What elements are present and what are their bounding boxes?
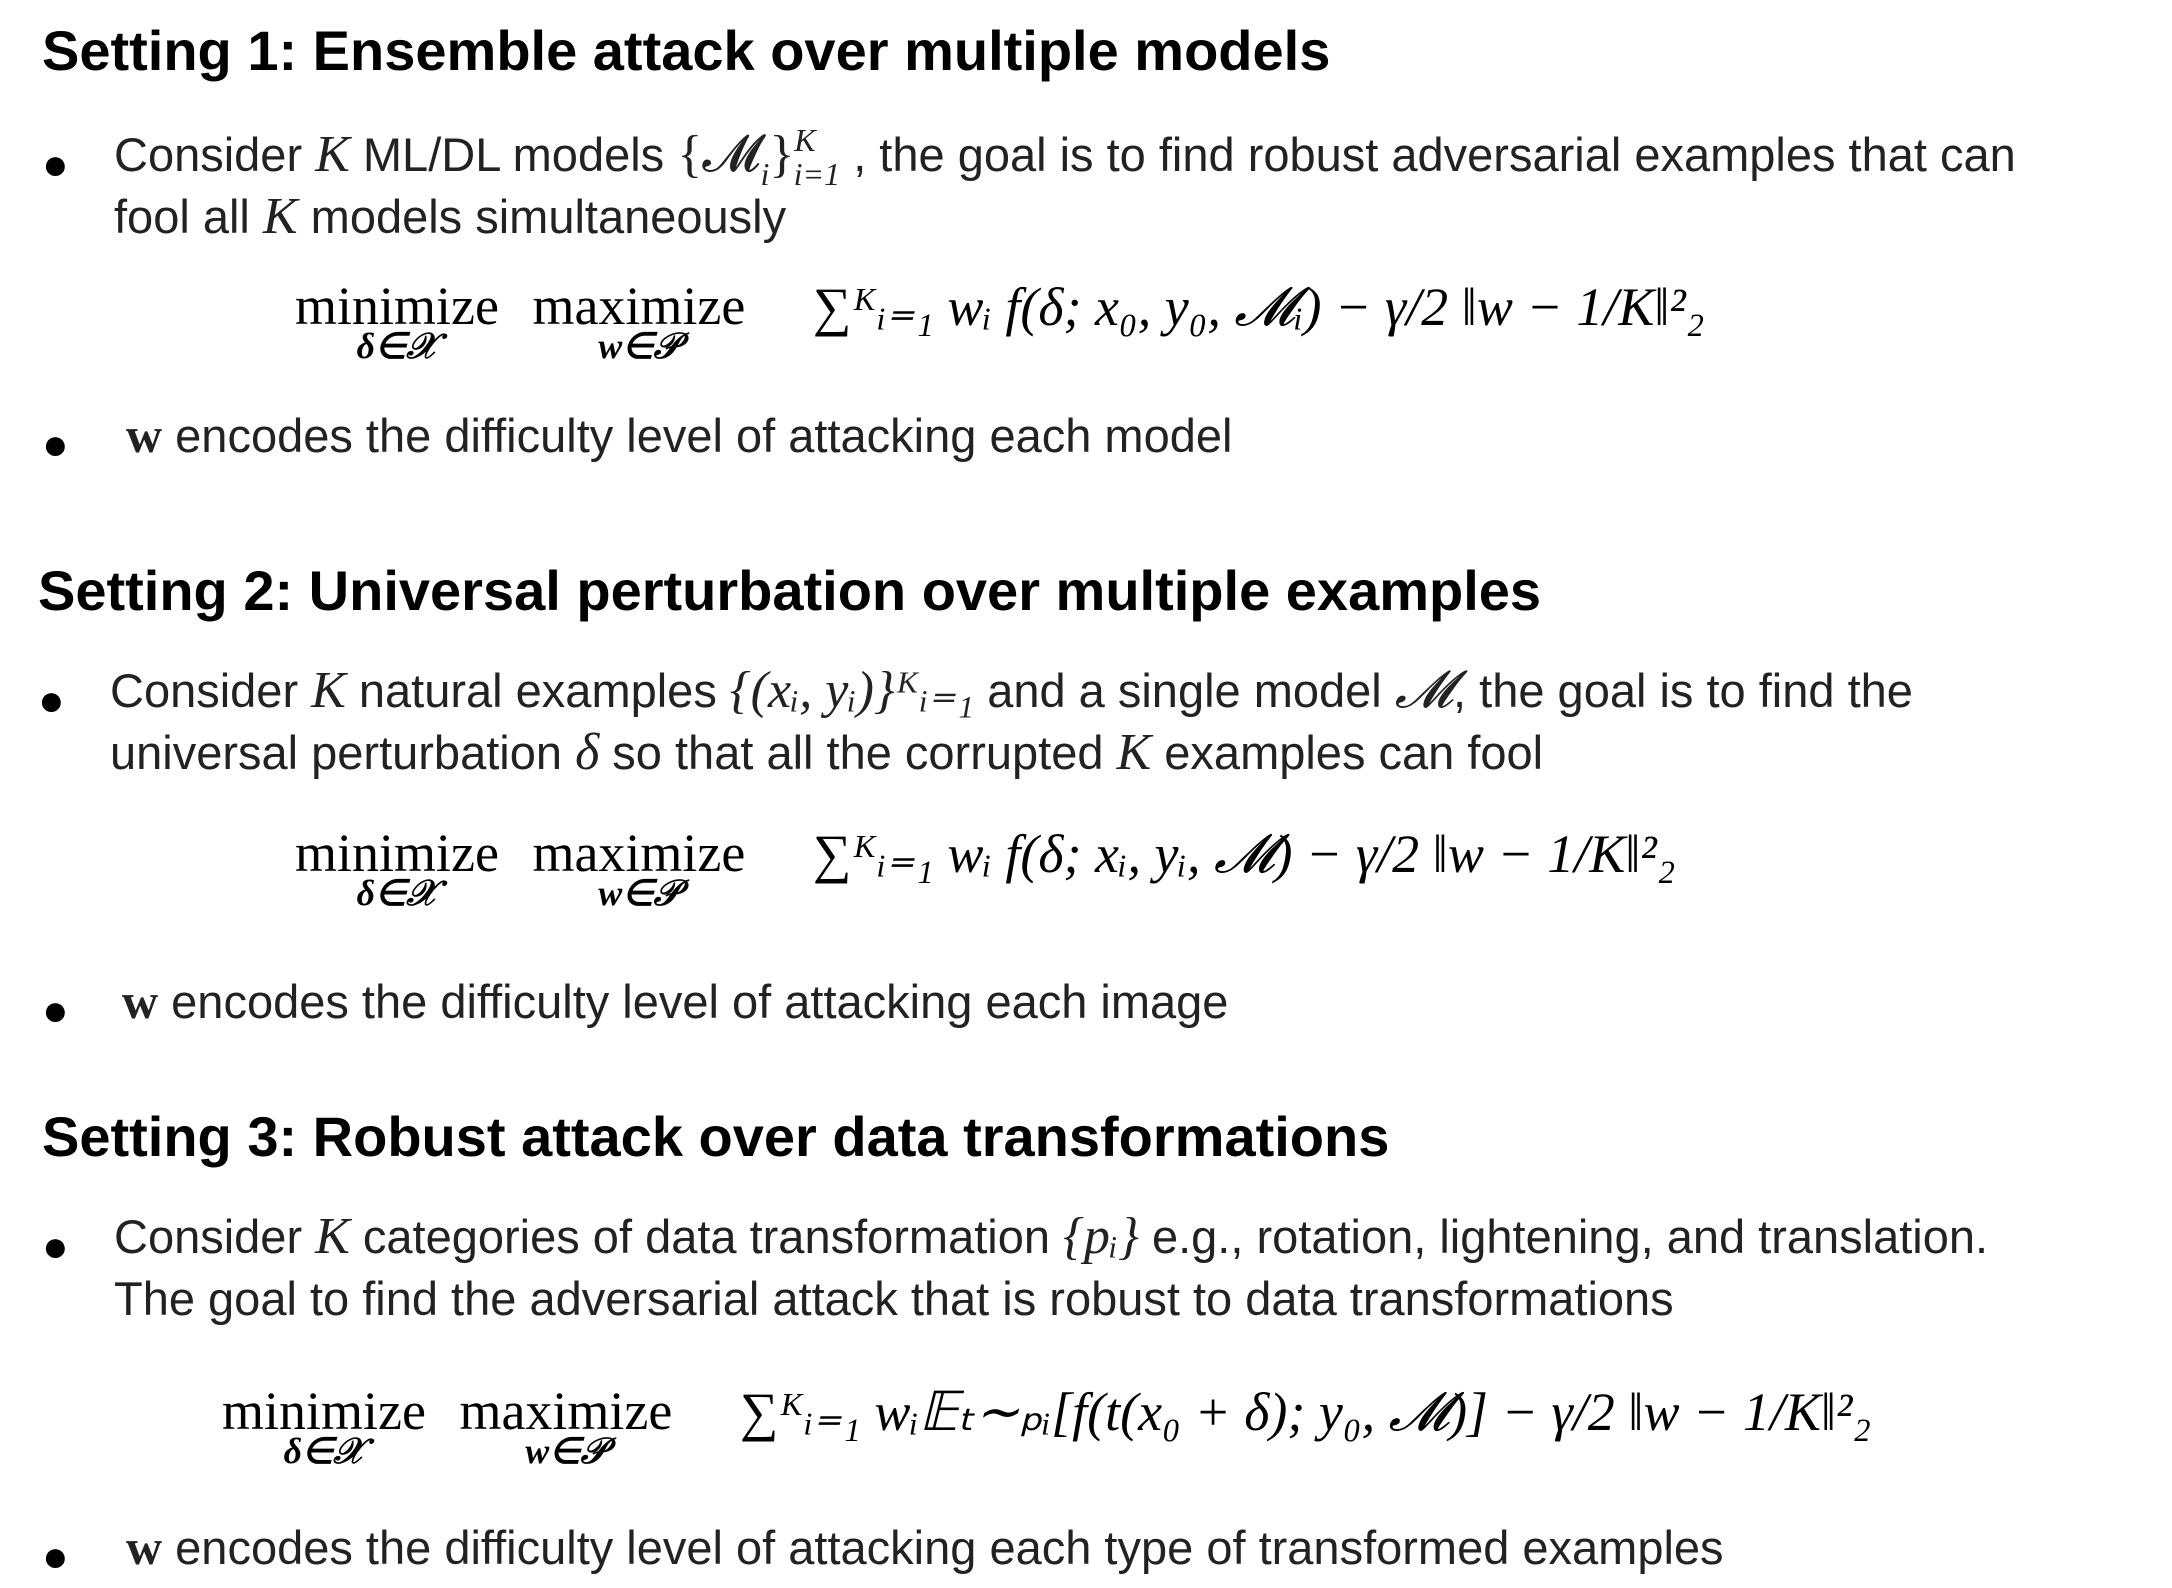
setting-1-bullet-2: ● w encodes the difficulty level of atta… — [42, 404, 2162, 470]
setting-2-objective: minimize δ∈𝒳 maximize w∈𝒫 ∑ᴷᵢ₌₁ wᵢ f(δ; xᵢ… — [295, 822, 1675, 915]
objective-expression: ∑ᴷᵢ₌₁ wᵢ f(δ; x₀, y₀, 𝓜ᵢ) − γ/2 ‖w − 1/K… — [812, 277, 1705, 337]
bullet-dot: ● — [42, 1532, 69, 1581]
setting-2-heading: Setting 2: Universal perturbation over m… — [38, 559, 1542, 622]
setting-1-heading: Setting 1: Ensemble attack over multiple… — [42, 19, 1331, 82]
bullet-dot: ● — [38, 676, 65, 725]
setting-3-heading: Setting 3: Robust attack over data trans… — [42, 1105, 1390, 1168]
setting-2-bullet-1: ● Consider K natural examples {(xᵢ, yᵢ)}… — [38, 662, 1913, 781]
setting-2-bullet-2: ● w encodes the difficulty level of atta… — [42, 970, 2162, 1036]
bullet-dot: ● — [42, 140, 69, 189]
minimize-operator: minimize δ∈𝒳 — [295, 276, 499, 366]
setting-3-bullet-1: ● Consider K categories of data transfor… — [42, 1208, 1989, 1325]
bullet-dot: ● — [42, 420, 69, 469]
bullet-dot: ● — [42, 1222, 69, 1271]
maximize-operator: maximize w∈𝒫 — [459, 1381, 673, 1471]
objective-expression: ∑ᴷᵢ₌₁ wᵢ𝔼ₜ∼ₚᵢ[f(t(x₀ + δ); y₀, 𝓜)] − γ/2… — [739, 1382, 1872, 1442]
setting-3-objective: minimize δ∈𝒳 maximize w∈𝒫 ∑ᴷᵢ₌₁ wᵢ𝔼ₜ∼ₚᵢ[f(… — [222, 1380, 1871, 1473]
setting-1-bullet-1: ● Consider K ML/DL models {𝓜i}Ki=1 , the… — [42, 122, 2016, 245]
objective-expression: ∑ᴷᵢ₌₁ wᵢ f(δ; xᵢ, yᵢ, 𝓜) − γ/2 ‖w − 1/K‖… — [812, 824, 1676, 884]
minimize-operator: minimize δ∈𝒳 — [222, 1381, 426, 1471]
setting-3-bullet-2: ● w encodes the difficulty level of atta… — [42, 1516, 2162, 1582]
minimize-operator: minimize δ∈𝒳 — [295, 823, 499, 913]
maximize-operator: maximize w∈𝒫 — [532, 823, 746, 913]
maximize-operator: maximize w∈𝒫 — [532, 276, 746, 366]
bullet-dot: ● — [42, 986, 69, 1035]
setting-1-objective: minimize δ∈𝒳 maximize w∈𝒫 ∑ᴷᵢ₌₁ wᵢ f(δ; x₀… — [295, 275, 1704, 368]
